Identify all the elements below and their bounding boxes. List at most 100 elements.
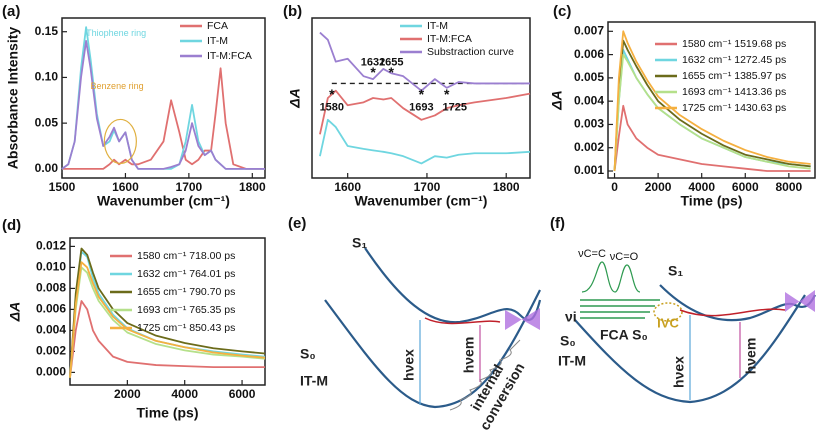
y-tick-label: 0.00	[35, 161, 59, 175]
y-tick-label: 0.006	[574, 47, 604, 61]
x-axis-label: Time (ps)	[137, 405, 199, 421]
emission-label: hνem	[743, 338, 759, 375]
y-tick-label: 0.15	[35, 24, 59, 38]
annotation: Benzene ring	[91, 81, 144, 91]
series-line	[69, 261, 266, 378]
diagram-f: (f) S₁ S₀ IT-M hνex hνem νC=C νC=O νi FC…	[550, 215, 816, 404]
panel-label: (c)	[553, 3, 571, 20]
mode-label: νC=C	[578, 248, 606, 260]
annotation-star: *	[329, 86, 335, 102]
x-tick-label: 1700	[176, 180, 203, 194]
y-axis-label: ΔA	[549, 90, 565, 111]
legend-label: FCA	[207, 20, 228, 32]
legend-label: Substraction curve	[427, 46, 514, 58]
plot-frame	[61, 17, 266, 179]
ir-spectrum	[581, 261, 641, 293]
y-tick-label: 0.004	[574, 93, 604, 107]
conical-intersection	[785, 290, 815, 312]
series-line	[613, 53, 811, 172]
x-tick-label: 6000	[732, 180, 759, 194]
excitation-label: hνex	[671, 356, 687, 388]
vibrational-levels	[580, 299, 660, 319]
y-tick-label: 0.005	[574, 70, 604, 84]
annotation: 1632	[361, 56, 385, 68]
legend-label: 1580 cm⁻¹ 1519.68 ps	[682, 38, 786, 50]
legend-label: 1725 cm⁻¹ 1430.63 ps	[682, 102, 786, 114]
x-axis-label: Wavenumber (cm⁻¹)	[355, 193, 488, 209]
emission-label: hνem	[461, 337, 477, 374]
x-tick-label: 0	[611, 180, 618, 194]
acceptor-label: FCA S₀	[600, 327, 648, 343]
annotation: 1655	[379, 56, 403, 68]
series-line	[613, 39, 811, 172]
y-tick-label: 0.05	[35, 115, 59, 129]
y-axis-label: ΔA	[7, 302, 23, 323]
series-line	[61, 26, 265, 170]
s1-curve	[659, 284, 816, 322]
legend-label: 1725 cm⁻¹ 850.43 ps	[137, 322, 235, 334]
series-line	[69, 300, 265, 378]
annotation-star: *	[370, 64, 376, 80]
x-tick-label: 6000	[229, 387, 256, 401]
ivc-circle	[653, 302, 683, 322]
x-tick-label: 1700	[414, 180, 441, 194]
y-tick-label: 0.007	[574, 23, 604, 37]
s0-curve	[574, 294, 806, 404]
y-tick-label: 0.010	[36, 260, 66, 274]
annotation: Thiophene ring	[86, 28, 146, 38]
panel-label: (e)	[288, 215, 306, 232]
y-tick-label: 0.10	[35, 70, 59, 84]
state-label: S₀	[300, 346, 316, 362]
legend-label: 1580 cm⁻¹ 718.00 ps	[137, 250, 235, 262]
x-axis-label: Wavenumber (cm⁻¹)	[97, 193, 230, 209]
x-tick-label: 2000	[114, 387, 141, 401]
level-label: νi	[565, 309, 577, 325]
legend-label: IT-M	[427, 20, 448, 32]
y-tick-label: 0.003	[574, 117, 604, 131]
panel-label: (f)	[550, 215, 565, 232]
x-tick-label: 1800	[239, 180, 266, 194]
state-label: S₀	[560, 333, 576, 349]
plot-frame	[607, 21, 816, 179]
state-label: S₁	[352, 235, 367, 251]
annotation: 1580	[320, 101, 344, 113]
series-line	[61, 39, 265, 170]
molecule-label: IT-M	[300, 373, 328, 389]
s0-curve	[324, 289, 541, 409]
plot-frame	[69, 237, 266, 386]
highlight-circle	[103, 118, 137, 165]
y-tick-label: 0.002	[36, 344, 66, 358]
x-tick-label: 1600	[112, 180, 139, 194]
legend-label: IT-M:FCA	[427, 33, 472, 45]
annotation-star: *	[419, 86, 425, 102]
series-line	[319, 89, 531, 135]
s1-curve	[364, 247, 542, 324]
legend-label: 1632 cm⁻¹ 1272.45 ps	[682, 54, 786, 66]
x-tick-label: 1600	[334, 180, 361, 194]
diagram-e: (e) S₁ S₀ IT-M hνex hνem internal conver…	[288, 215, 542, 430]
series-line	[613, 30, 811, 172]
x-tick-label: 2000	[645, 180, 672, 194]
excitation-label: hνex	[401, 349, 417, 381]
x-tick-label: 4000	[688, 180, 715, 194]
y-tick-label: 0.006	[36, 302, 66, 316]
legend-label: 1655 cm⁻¹ 1385.97 ps	[682, 70, 786, 82]
annotation: 1725	[443, 101, 467, 113]
legend-label: 1693 cm⁻¹ 765.35 ps	[137, 304, 235, 316]
relaxation-arrow	[424, 317, 501, 325]
ic-arrow	[449, 339, 521, 411]
legend-label: 1655 cm⁻¹ 790.70 ps	[137, 286, 235, 298]
y-axis-label: Absorbance Intensity	[5, 27, 21, 170]
legend-label: IT-M	[207, 35, 228, 47]
annotation: 1693	[409, 101, 433, 113]
x-axis-label: Time (ps)	[681, 193, 743, 209]
x-tick-label: 1800	[493, 180, 520, 194]
conical-intersection	[505, 308, 540, 330]
panel-label: (a)	[2, 3, 20, 20]
molecule-label: IT-M	[558, 353, 586, 369]
y-tick-label: 0.008	[36, 281, 66, 295]
y-tick-label: 0.012	[36, 239, 66, 253]
series-line	[62, 67, 265, 170]
y-tick-label: 0.004	[36, 323, 66, 337]
